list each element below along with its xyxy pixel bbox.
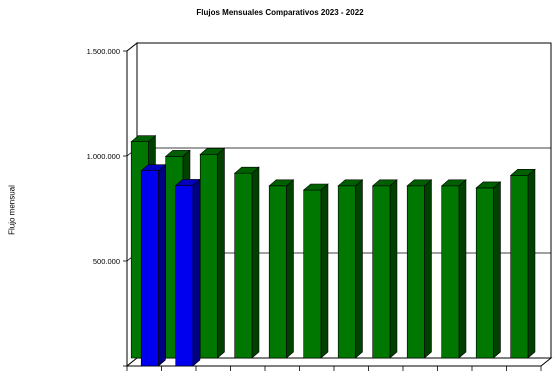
bar-top	[475, 181, 502, 189]
bar-side	[389, 179, 398, 359]
bar-side	[527, 168, 536, 359]
bar-side	[192, 178, 201, 367]
bar-front	[475, 187, 494, 359]
bar-side	[493, 181, 501, 359]
chart-title: Flujos Mensuales Comparativos 2023 - 202…	[196, 8, 364, 17]
bar	[337, 179, 364, 359]
bar-front	[175, 185, 194, 367]
bar-side	[458, 179, 467, 359]
bar-front	[441, 185, 460, 359]
bar	[199, 147, 226, 359]
bar	[509, 168, 536, 359]
bar	[406, 179, 433, 359]
bar-front	[303, 189, 322, 359]
bar-top	[440, 179, 467, 187]
gridline-side	[126, 42, 138, 52]
bar	[302, 183, 329, 359]
bar-top	[371, 179, 398, 187]
bar-top	[233, 166, 260, 174]
bar-top	[337, 179, 364, 187]
y-tick-label: 1.000.000	[87, 152, 120, 161]
y-tick-label: 500.000	[93, 257, 120, 266]
y-axis-ticks: 500.000 1.000.000 1.500.000	[87, 47, 542, 371]
bar-front	[268, 185, 287, 359]
bar-top	[130, 135, 157, 142]
bar-top	[199, 148, 226, 155]
bars	[130, 135, 536, 367]
bar	[268, 179, 295, 359]
bar-top	[268, 179, 295, 187]
bar-front	[510, 175, 529, 359]
bar-top	[509, 169, 536, 176]
bar-side	[286, 179, 294, 359]
bar-front	[140, 170, 159, 367]
bar	[233, 166, 260, 359]
bar-side	[217, 147, 225, 359]
bar	[440, 179, 467, 359]
bar-front	[372, 185, 391, 359]
bar-side	[320, 183, 329, 359]
bar-top	[174, 179, 201, 186]
bar-top	[164, 150, 191, 157]
y-tick-label: 1.500.000	[87, 47, 120, 56]
bar-front	[406, 185, 425, 359]
bar	[475, 181, 502, 359]
bar-side	[355, 179, 363, 359]
bar-side	[424, 179, 432, 359]
bar-front	[337, 185, 356, 359]
bar-side	[158, 164, 166, 367]
bar	[371, 179, 398, 359]
bar	[140, 164, 167, 367]
bar-top	[140, 164, 167, 171]
bar	[174, 178, 201, 367]
bar-top	[302, 183, 329, 191]
bar-front	[199, 154, 218, 359]
bar-top	[406, 179, 433, 187]
bar-front	[234, 172, 253, 359]
bar-side	[251, 166, 260, 359]
